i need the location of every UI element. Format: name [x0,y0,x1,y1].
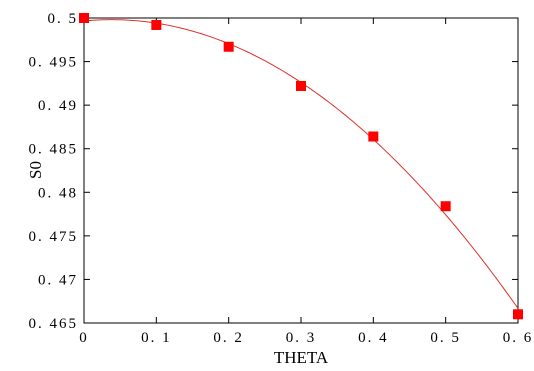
x-axis-label: THETA [274,348,329,367]
x-tick-label: 0. 1 [141,330,172,346]
y-tick-labels: 0. 5 0. 495 0. 49 0. 485 0. 48 0. 475 0. 47 0. … [29,11,79,332]
fit-curve [83,19,519,309]
x-tick-label: 0. 3 [286,330,317,346]
x-tick-label: 0. 6 [503,330,534,346]
y-tick-label: 0. 495 [29,55,79,71]
y-tick-label: 0. 48 [38,185,78,201]
data-point [223,41,234,52]
x-tick-labels: 0 0. 1 0. 2 0. 3 0. 4 0. 5 0. 6 [79,330,534,346]
data-point [151,19,162,30]
y-axis-label: S0 [26,161,45,179]
y-tick-label: 0. 475 [29,229,79,245]
data-point [513,309,523,320]
data-point [368,131,379,142]
tick-marks [83,17,519,324]
data-markers [79,13,523,320]
y-tick-label: 0. 5 [48,11,79,27]
data-point [440,201,451,212]
x-tick-label: 0 [79,330,89,346]
y-tick-label: 0. 465 [29,316,79,332]
y-tick-label: 0. 485 [29,142,79,158]
data-point [296,80,306,91]
y-tick-label: 0. 47 [38,272,78,288]
y-tick-label: 0. 49 [38,98,78,114]
x-tick-label: 0. 5 [430,330,461,346]
x-tick-label: 0. 4 [358,330,389,346]
x-tick-label: 0. 2 [213,330,244,346]
data-point [79,13,89,23]
plot-frame [83,17,519,324]
